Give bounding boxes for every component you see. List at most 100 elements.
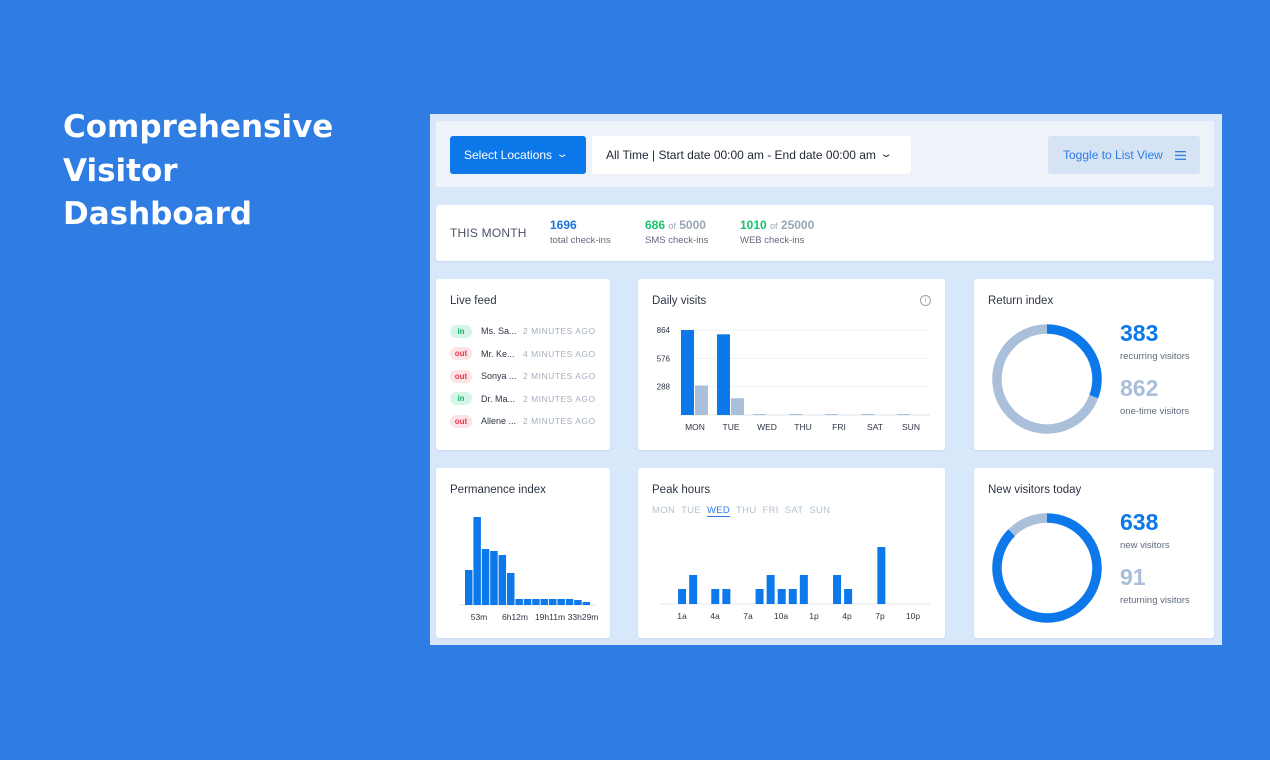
one-time-visitors-value: 862: [1120, 375, 1159, 401]
bar: [515, 599, 523, 605]
tab-tue[interactable]: TUE: [681, 505, 701, 516]
permanence-index-chart: 53m 6h12m 19h11m 33h29m: [458, 517, 599, 622]
chevron-down-icon: ⌄: [879, 149, 893, 160]
timestamp: 2 MINUTES AGO: [523, 326, 596, 336]
bar: [557, 599, 565, 605]
total-checkins-stat: 1696 total check-ins: [550, 218, 611, 246]
new-visitors-value: 638: [1120, 509, 1159, 535]
donut-slice: [992, 324, 1099, 434]
bar: [717, 334, 730, 415]
recurring-visitors-label: recurring visitors: [1120, 351, 1190, 362]
daily-visits-chart: 288 576 864 MON TUE WED THU FRI SAT SUN: [657, 326, 930, 432]
daily-visits-card: Daily visits i 288 576 864 MON TUE WED THU FRI S…: [638, 279, 945, 450]
visitor-name: Ms. Sa...: [481, 326, 517, 336]
list-item[interactable]: in Ms. Sa... 2 MINUTES AGO: [450, 324, 596, 338]
x-tick-label: 10a: [774, 611, 788, 621]
bar: [582, 602, 591, 605]
hero-line: Comprehensive: [63, 109, 334, 145]
x-tick-label: 6h12m: [502, 612, 528, 622]
list-icon: [1174, 150, 1186, 160]
bar: [788, 589, 797, 604]
card-title: Daily visits: [652, 295, 707, 307]
return-index-donut: [992, 324, 1102, 434]
total-checkins-label: total check-ins: [550, 235, 611, 246]
web-checkins-value: 1010: [740, 218, 767, 232]
bar: [681, 330, 694, 415]
bar: [574, 600, 582, 605]
x-tick-label: 1a: [677, 611, 687, 621]
card-title: Return index: [988, 295, 1054, 307]
x-tick-label: 19h11m: [535, 612, 565, 622]
new-visitors-card: New visitors today 638 new visitors 91 r…: [974, 468, 1214, 638]
bar: [565, 599, 574, 605]
tab-wed[interactable]: WED: [706, 505, 731, 517]
card-title: Permanence index: [450, 484, 546, 496]
bar: [861, 414, 874, 415]
list-item[interactable]: out Mr. Ke... 4 MINUTES AGO: [450, 347, 596, 361]
of-label: of: [668, 221, 676, 231]
bar: [473, 517, 481, 605]
toggle-list-view-button[interactable]: Toggle to List View: [1048, 136, 1200, 174]
x-tick-label: SUN: [902, 422, 920, 432]
select-locations-button[interactable]: Select Locations ⌄: [450, 136, 586, 174]
tab-mon[interactable]: MON: [652, 505, 676, 516]
bar: [753, 414, 766, 415]
list-item[interactable]: out Allene ... 2 MINUTES AGO: [450, 414, 596, 428]
bar: [481, 549, 490, 605]
bar: [755, 589, 764, 604]
x-tick-label: TUE: [723, 422, 740, 432]
list-item[interactable]: out Sonya ... 2 MINUTES AGO: [450, 369, 596, 383]
y-tick-label: 288: [657, 383, 671, 392]
donut-slice: [992, 513, 1102, 623]
recurring-visitors-value: 383: [1120, 320, 1159, 346]
bar: [799, 575, 808, 604]
visitor-name: Mr. Ke...: [481, 348, 515, 359]
returning-visitors-label: returning visitors: [1120, 595, 1190, 606]
status-badge: in: [450, 324, 472, 338]
visitor-name: Sonya ...: [481, 371, 517, 381]
dashboard-panel: Select Locations ⌄ All Time | Start date…: [430, 114, 1222, 645]
x-tick-label: 33h29m: [568, 612, 599, 622]
bar: [507, 573, 515, 605]
tab-sat[interactable]: SAT: [784, 505, 804, 516]
bar: [532, 599, 540, 605]
tab-fri[interactable]: FRI: [762, 505, 779, 516]
web-checkins-label: WEB check-ins: [740, 235, 805, 246]
bar: [695, 385, 708, 415]
bar: [777, 589, 786, 604]
y-tick-label: 576: [657, 354, 671, 363]
y-tick-label: 864: [657, 326, 671, 335]
sms-checkins-label: SMS check-ins: [645, 235, 709, 246]
donut-slice: [1008, 513, 1048, 537]
tab-sun[interactable]: SUN: [809, 505, 831, 516]
donut-slice: [1046, 324, 1102, 399]
tab-thu[interactable]: THU: [736, 505, 757, 516]
date-range-dropdown[interactable]: All Time | Start date 00:00 am - End dat…: [592, 136, 911, 174]
bar: [689, 575, 698, 604]
list-item[interactable]: in Dr. Ma... 2 MINUTES AGO: [450, 392, 596, 406]
info-icon[interactable]: i: [920, 295, 931, 306]
chevron-down-icon: ⌄: [555, 149, 569, 160]
bar: [490, 551, 498, 605]
bar: [678, 589, 687, 604]
bar: [523, 599, 532, 605]
x-tick-label: 1p: [809, 611, 819, 621]
bar: [711, 589, 720, 604]
peak-hours-chart: 1a 4a 7a 10a 1p 4p 7p 10p: [660, 547, 930, 621]
bar: [844, 589, 853, 604]
toggle-list-view-label: Toggle to List View: [1063, 148, 1163, 162]
visitor-name: Allene ...: [481, 416, 517, 426]
bar: [465, 570, 473, 605]
bar: [722, 589, 731, 604]
hero-title: Comprehensive Visitor Dashboard: [63, 106, 333, 237]
bar: [877, 547, 886, 604]
x-tick-label: WED: [757, 422, 777, 432]
card-title: Peak hours: [652, 484, 711, 496]
card-title: New visitors today: [988, 484, 1082, 496]
return-index-card: Return index 383 recurring visitors 862 …: [974, 279, 1214, 450]
of-label: of: [770, 221, 778, 231]
new-visitors-donut: [992, 513, 1102, 623]
hero-line: Dashboard: [63, 196, 253, 232]
x-tick-label: SAT: [867, 422, 883, 432]
status-badge: in: [450, 392, 472, 405]
